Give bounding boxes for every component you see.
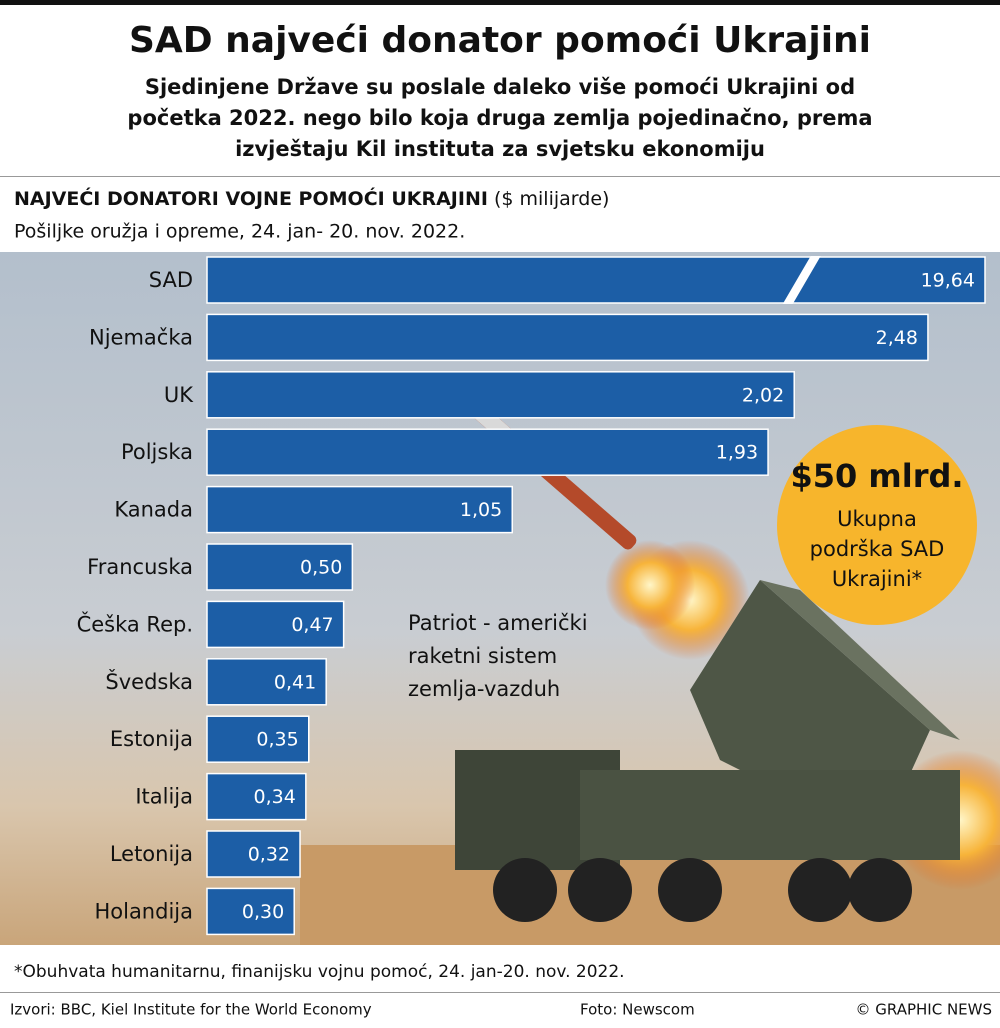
top-rule — [0, 0, 1000, 5]
callout-text: podrška SAD — [810, 537, 945, 561]
bar — [206, 887, 295, 936]
value-label: 0,41 — [274, 671, 316, 693]
category-label: Italija — [135, 785, 193, 809]
category-label: Holandija — [94, 899, 193, 923]
category-label: Estonija — [110, 727, 193, 751]
value-label: 19,64 — [921, 270, 975, 292]
value-label: 1,05 — [460, 499, 502, 521]
bar — [206, 830, 301, 878]
bar — [206, 715, 310, 763]
value-label: 0,35 — [256, 729, 298, 751]
bar — [206, 485, 513, 534]
subtitle: početka 2022. nego bilo koja druga zemlj… — [127, 106, 872, 130]
value-label: 0,47 — [291, 614, 333, 636]
category-label: Kanada — [114, 498, 193, 522]
annotation: Patriot - američki — [408, 611, 588, 635]
category-label: Češka Rep. — [77, 611, 193, 636]
bar — [206, 658, 327, 706]
rule — [0, 992, 1000, 993]
bar — [206, 772, 307, 821]
category-label: Njemačka — [89, 325, 193, 349]
heading-text: NAJVEĆI DONATORI VOJNE POMOĆI UKRAJINI — [14, 186, 488, 210]
bar — [206, 543, 354, 591]
annotation: raketni sistem — [408, 644, 557, 668]
category-label: Švedska — [105, 669, 193, 694]
category-label: Letonija — [110, 842, 193, 866]
callout-circle — [777, 425, 977, 625]
category-label: SAD — [149, 268, 193, 292]
value-label: 2,02 — [742, 384, 784, 406]
bar — [206, 313, 929, 362]
axis-break — [782, 256, 821, 304]
value-label: 0,30 — [242, 901, 284, 923]
source: Izvori: BBC, Kiel Institute for the Worl… — [10, 1001, 372, 1019]
credit: © GRAPHIC NEWS — [855, 1001, 992, 1019]
category-label: Poljska — [121, 440, 193, 464]
bar — [206, 428, 769, 476]
value-label: 0,34 — [254, 786, 296, 808]
bar — [206, 600, 345, 649]
callout-value: $50 mlrd. — [790, 457, 963, 495]
value-label: 1,93 — [716, 442, 758, 464]
callout-text: Ukrajini* — [832, 567, 922, 591]
value-label: 2,48 — [876, 327, 918, 349]
bar — [206, 256, 986, 304]
title: SAD najveći donator pomoći Ukrajini — [129, 20, 871, 61]
bar — [206, 371, 795, 419]
rule — [0, 176, 1000, 177]
subtitle: izvještaju Kil instituta za svjetsku eko… — [235, 137, 765, 161]
heading: NAJVEĆI DONATORI VOJNE POMOĆI UKRAJINI (… — [14, 186, 609, 210]
value-label: 0,32 — [248, 844, 290, 866]
category-label: Francuska — [87, 555, 193, 579]
bars: SAD 19,64 Njemačka 2,48 UK 2,02 Poljska 1,93 Kan… — [77, 256, 986, 936]
subtitle: Sjedinjene Države su poslale daleko više… — [145, 75, 855, 99]
subheading: Pošiljke oružja i opreme, 24. jan- 20. n… — [14, 221, 465, 243]
footnote: *Obuhvata humanitarnu, finanijsku vojnu … — [14, 962, 625, 982]
annotation: zemlja-vazduh — [408, 677, 560, 701]
callout-text: Ukupna — [837, 507, 917, 531]
value-label: 0,50 — [300, 557, 342, 579]
unit: ($ milijarde) — [494, 188, 609, 210]
category-label: UK — [164, 383, 194, 407]
photo-credit: Foto: Newscom — [580, 1001, 695, 1019]
